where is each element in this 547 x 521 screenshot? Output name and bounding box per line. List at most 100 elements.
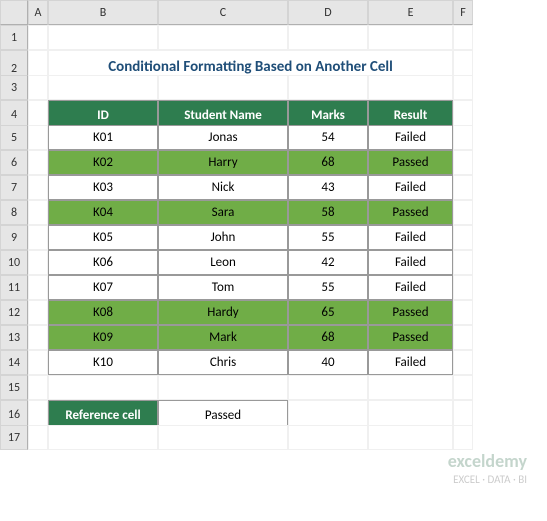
- row-header-11[interactable]: 11: [0, 275, 28, 300]
- table-cell-name[interactable]: Harry: [158, 150, 288, 175]
- table-cell-result[interactable]: Passed: [368, 325, 453, 350]
- table-cell-name[interactable]: Tom: [158, 275, 288, 300]
- cell-row17-3[interactable]: [288, 425, 368, 450]
- table-cell-id[interactable]: K01: [48, 125, 158, 150]
- table-cell-result[interactable]: Failed: [368, 250, 453, 275]
- row-header-6[interactable]: 6: [0, 150, 28, 175]
- col-header-D[interactable]: D: [288, 0, 368, 25]
- col-header-E[interactable]: E: [368, 0, 453, 25]
- table-cell-id[interactable]: K06: [48, 250, 158, 275]
- table-cell-result[interactable]: Failed: [368, 225, 453, 250]
- cell-row17-5[interactable]: [453, 425, 473, 450]
- table-cell-name[interactable]: Mark: [158, 325, 288, 350]
- cell-row15-4[interactable]: [368, 375, 453, 400]
- cell-A7[interactable]: [28, 175, 48, 200]
- cell-row15-2[interactable]: [158, 375, 288, 400]
- cell-D3[interactable]: [288, 75, 368, 100]
- row-header-9[interactable]: 9: [0, 225, 28, 250]
- col-header-F[interactable]: F: [453, 0, 473, 25]
- cell-E1[interactable]: [368, 25, 453, 50]
- table-cell-marks[interactable]: 65: [288, 300, 368, 325]
- table-cell-marks[interactable]: 68: [288, 325, 368, 350]
- row-header-1[interactable]: 1: [0, 25, 28, 50]
- row-header-10[interactable]: 10: [0, 250, 28, 275]
- cell-A14[interactable]: [28, 350, 48, 375]
- col-header-C[interactable]: C: [158, 0, 288, 25]
- table-cell-result[interactable]: Passed: [368, 150, 453, 175]
- table-cell-name[interactable]: Jonas: [158, 125, 288, 150]
- table-cell-result[interactable]: Failed: [368, 175, 453, 200]
- cell-A3[interactable]: [28, 75, 48, 100]
- cell-C3[interactable]: [158, 75, 288, 100]
- table-cell-result[interactable]: Failed: [368, 275, 453, 300]
- table-cell-name[interactable]: Hardy: [158, 300, 288, 325]
- cell-A12[interactable]: [28, 300, 48, 325]
- table-cell-id[interactable]: K09: [48, 325, 158, 350]
- cell-F6[interactable]: [453, 150, 473, 175]
- table-cell-id[interactable]: K07: [48, 275, 158, 300]
- table-cell-id[interactable]: K02: [48, 150, 158, 175]
- row-header-12[interactable]: 12: [0, 300, 28, 325]
- cell-F3[interactable]: [453, 75, 473, 100]
- table-cell-marks[interactable]: 54: [288, 125, 368, 150]
- cell-A13[interactable]: [28, 325, 48, 350]
- cell-D1[interactable]: [288, 25, 368, 50]
- cell-F14[interactable]: [453, 350, 473, 375]
- table-cell-result[interactable]: Passed: [368, 300, 453, 325]
- cell-F13[interactable]: [453, 325, 473, 350]
- table-cell-marks[interactable]: 68: [288, 150, 368, 175]
- cell-row17-2[interactable]: [158, 425, 288, 450]
- cell-F12[interactable]: [453, 300, 473, 325]
- cell-B1[interactable]: [48, 25, 158, 50]
- table-cell-id[interactable]: K10: [48, 350, 158, 375]
- table-cell-marks[interactable]: 55: [288, 275, 368, 300]
- table-cell-result[interactable]: Failed: [368, 125, 453, 150]
- table-cell-name[interactable]: Chris: [158, 350, 288, 375]
- cell-row15-5[interactable]: [453, 375, 473, 400]
- row-header-7[interactable]: 7: [0, 175, 28, 200]
- table-cell-id[interactable]: K03: [48, 175, 158, 200]
- cell-A8[interactable]: [28, 200, 48, 225]
- table-cell-marks[interactable]: 43: [288, 175, 368, 200]
- row-header-5[interactable]: 5: [0, 125, 28, 150]
- cell-F5[interactable]: [453, 125, 473, 150]
- row-header-8[interactable]: 8: [0, 200, 28, 225]
- row-header-17[interactable]: 17: [0, 425, 28, 450]
- cell-A10[interactable]: [28, 250, 48, 275]
- cell-row17-0[interactable]: [28, 425, 48, 450]
- cell-F9[interactable]: [453, 225, 473, 250]
- cell-A9[interactable]: [28, 225, 48, 250]
- select-all-corner[interactable]: [0, 0, 28, 25]
- table-cell-marks[interactable]: 42: [288, 250, 368, 275]
- cell-A1[interactable]: [28, 25, 48, 50]
- row-header-13[interactable]: 13: [0, 325, 28, 350]
- cell-F7[interactable]: [453, 175, 473, 200]
- row-header-15[interactable]: 15: [0, 375, 28, 400]
- cell-row15-3[interactable]: [288, 375, 368, 400]
- cell-F1[interactable]: [453, 25, 473, 50]
- col-header-A[interactable]: A: [28, 0, 48, 25]
- row-header-3[interactable]: 3: [0, 75, 28, 100]
- table-cell-name[interactable]: Nick: [158, 175, 288, 200]
- table-cell-name[interactable]: Sara: [158, 200, 288, 225]
- table-cell-marks[interactable]: 40: [288, 350, 368, 375]
- cell-E3[interactable]: [368, 75, 453, 100]
- row-header-14[interactable]: 14: [0, 350, 28, 375]
- table-cell-name[interactable]: John: [158, 225, 288, 250]
- table-cell-marks[interactable]: 55: [288, 225, 368, 250]
- cell-row15-1[interactable]: [48, 375, 158, 400]
- table-cell-result[interactable]: Passed: [368, 200, 453, 225]
- table-cell-id[interactable]: K04: [48, 200, 158, 225]
- cell-F10[interactable]: [453, 250, 473, 275]
- cell-C1[interactable]: [158, 25, 288, 50]
- table-cell-result[interactable]: Failed: [368, 350, 453, 375]
- table-cell-id[interactable]: K08: [48, 300, 158, 325]
- col-header-B[interactable]: B: [48, 0, 158, 25]
- cell-A11[interactable]: [28, 275, 48, 300]
- table-cell-marks[interactable]: 58: [288, 200, 368, 225]
- cell-A5[interactable]: [28, 125, 48, 150]
- cell-row17-4[interactable]: [368, 425, 453, 450]
- table-cell-name[interactable]: Leon: [158, 250, 288, 275]
- cell-F11[interactable]: [453, 275, 473, 300]
- cell-row15-0[interactable]: [28, 375, 48, 400]
